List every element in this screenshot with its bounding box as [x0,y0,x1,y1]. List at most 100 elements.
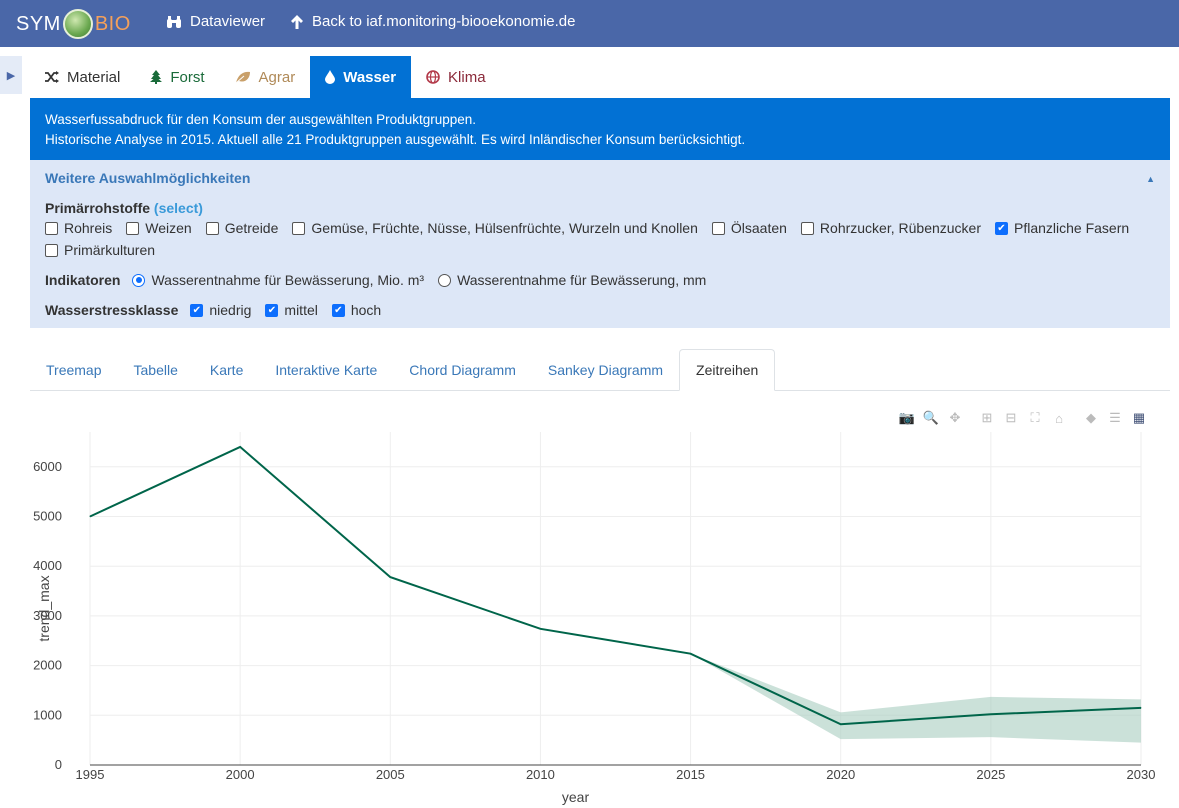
shuffle-icon [45,71,59,83]
data-point [690,653,692,655]
indikatoren-row: Indikatoren Wasserentnahme für Bewässeru… [45,269,1155,291]
leaf-icon [235,71,250,83]
spike-icon[interactable]: ◆ [1086,410,1096,425]
nav-back-link[interactable]: Back to iaf.monitoring-biooekonomie.de [290,13,575,30]
checkbox[interactable] [45,221,58,235]
x-tick-label: 2005 [376,767,405,782]
primaer-option[interactable]: ✔ Pflanzliche Fasern [995,217,1129,239]
primaer-option-label: Primärkulturen [64,242,156,258]
checkbox[interactable] [45,243,58,257]
data-point [840,723,842,725]
zoom-in-icon[interactable]: ⊞ [981,410,993,425]
y-tick-label: 2000 [33,658,62,673]
primaer-option[interactable]: Weizen [126,217,192,239]
options-title: Weitere Auswahlmöglichkeiten [45,170,251,186]
tab-forst[interactable]: Forst [135,56,219,98]
view-tab[interactable]: Treemap [46,362,102,378]
primaer-select-link[interactable]: (select) [153,200,203,216]
indikator-option[interactable]: Wasserentnahme für Bewässerung, mm [438,269,706,291]
zoom-icon[interactable]: 🔍 [922,410,940,425]
tab-wasser[interactable]: Wasser [310,56,412,98]
checkbox[interactable]: ✔ [265,303,279,317]
y-tick-label: 1000 [33,707,62,722]
nav-dataviewer-link[interactable]: Dataviewer [166,13,265,30]
tab-forst-label: Forst [170,68,205,86]
view-tab[interactable]: Zeitreihen [679,349,776,391]
x-tick-label: 2030 [1127,767,1156,782]
home-icon[interactable]: ⌂ [1055,410,1063,426]
pan-icon[interactable]: ✥ [949,410,961,425]
view-tab[interactable]: Tabelle [133,362,178,378]
primaer-label: Primärrohstoffe [45,200,151,216]
primaer-option-label: Pflanzliche Fasern [1014,220,1130,236]
caret-up-icon: ▲ [1146,174,1155,184]
tab-agrar[interactable]: Agrar [220,56,311,98]
options-toggle[interactable]: Weitere Auswahlmöglichkeiten ▲ [45,170,1155,192]
primaer-option[interactable]: Rohreis [45,217,112,239]
symbio-logo[interactable]: SYM BIO [16,9,131,39]
data-point [1140,707,1142,709]
view-tab[interactable]: Chord Diagramm [409,362,516,378]
primaer-heading: Primärrohstoffe (select) [45,200,1155,216]
checkbox[interactable] [205,221,219,235]
logo-bio-text: BIO [94,12,131,35]
view-tab[interactable]: Karte [209,362,244,378]
primaer-option-label: Getreide [224,220,279,236]
primaer-option-label: Gemüse, Früchte, Nüsse, Hülsenfrüchte, W… [311,220,698,236]
indikator-option-label: Wasserentnahme für Bewässerung, mm [457,272,707,288]
checkbox[interactable]: ✔ [190,303,204,317]
logo-globe-icon [62,9,93,39]
tab-material[interactable]: Material [30,56,135,98]
stress-option[interactable]: ✔ hoch [331,299,382,321]
checkbox[interactable] [126,221,140,235]
primaer-option-label: Ölsaaten [730,220,787,236]
stress-option-label: hoch [350,302,382,318]
primaer-option-label: Weizen [145,220,192,236]
camera-icon[interactable]: 📷 [898,410,916,425]
view-tab[interactable]: Interaktive Karte [275,362,378,378]
primaer-option[interactable]: Gemüse, Früchte, Nüsse, Hülsenfrüchte, W… [292,217,698,239]
checkbox[interactable] [292,221,306,235]
data-point [539,628,541,630]
y-tick-label: 5000 [33,508,62,523]
y-tick-label: 0 [55,757,62,772]
indikator-option[interactable]: Wasserentnahme für Bewässerung, Mio. m³ [132,269,424,291]
tab-klima[interactable]: Klima [411,56,501,98]
stress-option[interactable]: ✔ niedrig [190,299,251,321]
primaer-option[interactable]: Rohrzucker, Rübenzucker [800,217,981,239]
view-tabs: Treemap Tabelle Karte Interaktive Karte Chor… [30,349,1170,391]
x-tick-label: 2000 [226,767,255,782]
x-axis-title: year [562,789,590,805]
stress-option-label: mittel [284,302,318,318]
checkbox[interactable] [800,221,814,235]
autoscale-icon[interactable]: ⛶ [1030,410,1040,425]
primaer-option[interactable]: Getreide [205,217,279,239]
primaer-option[interactable]: Primärkulturen [45,239,155,261]
tab-material-label: Material [67,68,121,86]
zoom-out-icon[interactable]: ⊟ [1005,410,1017,425]
indikator-option-label: Wasserentnahme für Bewässerung, Mio. m³ [151,272,425,288]
x-tick-label: 2015 [676,767,705,782]
stress-option[interactable]: ✔ mittel [265,299,318,321]
tab-wasser-label: Wasser [343,68,397,86]
plotly-logo-icon[interactable]: ▦ [1132,410,1146,425]
series-line [89,445,1142,726]
caret-right-icon: ▶ [6,69,16,82]
radio-button[interactable] [438,273,452,287]
checkbox[interactable]: ✔ [331,303,345,317]
compare-icon[interactable]: ☰ [1109,410,1121,425]
top-navbar: SYM BIO Dataviewer Back to iaf.monitorin… [0,0,1179,47]
checkbox[interactable]: ✔ [995,221,1008,235]
radio-button[interactable] [132,273,146,287]
primaer-option[interactable]: Ölsaaten [711,217,787,239]
y-tick-label: 4000 [33,558,62,573]
y-axis-title: trend_max [36,575,52,641]
y-tick-label: 6000 [33,459,62,474]
checkbox[interactable] [711,221,725,235]
x-tick-label: 2010 [526,767,555,782]
view-tab[interactable]: Sankey Diagramm [547,362,664,378]
data-point [89,515,91,517]
info-banner: Wasserfussabdruck für den Konsum der aus… [30,98,1170,160]
sidebar-toggle-button[interactable]: ▶ [0,56,22,94]
timeseries-chart: 1995 2000 2005 2010 2015 2020 2025 2030 0 1000 200… [33,432,1156,805]
